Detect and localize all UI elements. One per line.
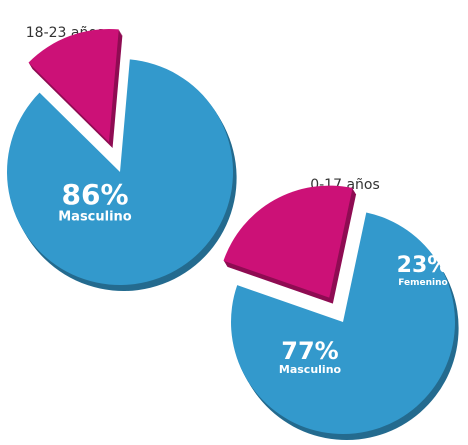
category-label: Masculino [279, 363, 342, 376]
category-label: Femenino [398, 278, 447, 288]
value-label: 23% [397, 253, 450, 278]
value-label: 14% [173, 33, 221, 57]
value-label: 77% [281, 337, 338, 365]
category-label: Femenino [172, 57, 221, 67]
pie-slice [28, 28, 119, 142]
pie-slice [223, 185, 353, 298]
category-label: Masculino [58, 210, 132, 225]
pie-slice [6, 59, 233, 285]
value-label: 86% [61, 178, 128, 211]
pie-slice [231, 212, 456, 434]
